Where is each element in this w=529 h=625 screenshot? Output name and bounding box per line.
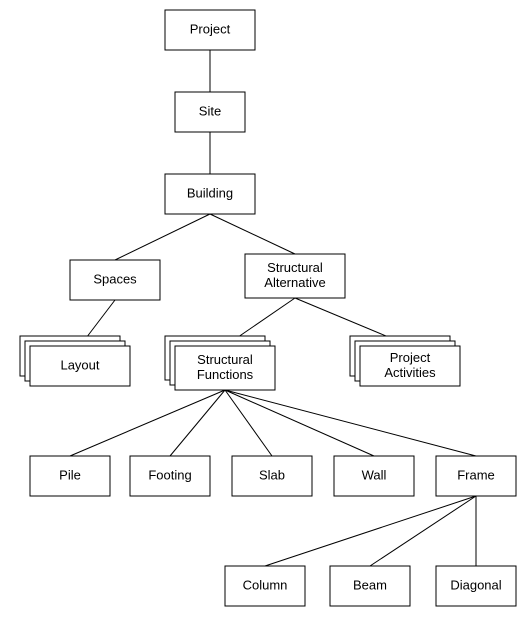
node-slab-label: Slab [259,467,285,482]
node-spaces: Spaces [70,260,160,300]
node-footing: Footing [130,456,210,496]
node-diagonal: Diagonal [436,566,516,606]
node-footing-label: Footing [148,467,191,482]
edge-structfun-footing [170,390,225,456]
node-column-label: Column [243,577,288,592]
edge-building-spaces [115,214,210,260]
node-structfun: StructuralFunctions [165,336,275,390]
node-column: Column [225,566,305,606]
edge-frame-column [265,496,476,566]
node-pile-label: Pile [59,467,81,482]
edge-building-structalt [210,214,295,254]
node-frame: Frame [436,456,516,496]
node-structalt-label: Structural [267,260,323,275]
node-layout-label: Layout [60,357,99,372]
node-slab: Slab [232,456,312,496]
node-pile: Pile [30,456,110,496]
node-projact: ProjectActivities [350,336,460,386]
node-wall: Wall [334,456,414,496]
node-structalt-label: Alternative [264,275,325,290]
node-spaces-label: Spaces [93,271,137,286]
node-building: Building [165,174,255,214]
tree-diagram: ProjectSiteBuildingSpacesStructuralAlter… [0,0,529,625]
node-frame-label: Frame [457,467,495,482]
edge-structfun-pile [70,390,225,456]
node-structalt: StructuralAlternative [245,254,345,298]
node-wall-label: Wall [362,467,387,482]
node-structfun-label: Functions [197,367,254,382]
node-building-label: Building [187,185,233,200]
node-site-label: Site [199,103,221,118]
node-structfun-label: Structural [197,352,253,367]
edge-frame-beam [370,496,476,566]
node-site: Site [175,92,245,132]
node-beam-label: Beam [353,577,387,592]
node-project: Project [165,10,255,50]
node-project-label: Project [190,21,231,36]
node-projact-label: Project [390,350,431,365]
node-projact-label: Activities [384,365,436,380]
node-layout: Layout [20,336,130,386]
node-beam: Beam [330,566,410,606]
nodes: ProjectSiteBuildingSpacesStructuralAlter… [20,10,516,606]
node-diagonal-label: Diagonal [450,577,501,592]
